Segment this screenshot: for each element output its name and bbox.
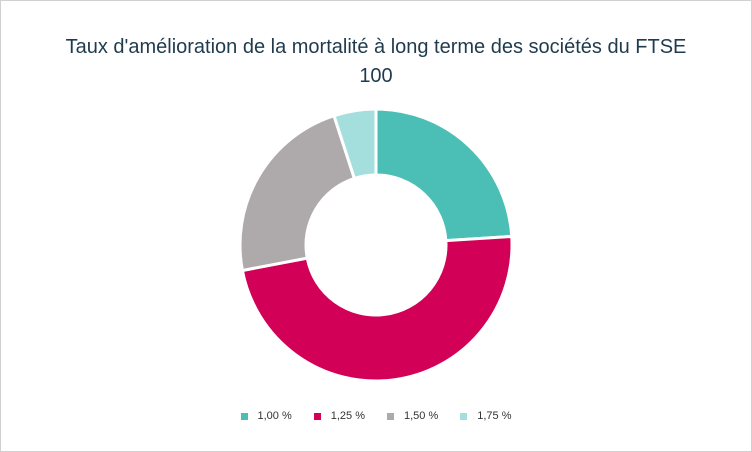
legend-item-1: 1,00 % <box>240 410 292 422</box>
donut-slice-3 <box>238 113 357 273</box>
legend-item-4: 1,75 % <box>460 410 512 422</box>
legend-swatch-3 <box>387 412 394 420</box>
chart-title: Taux d'amélioration de la mortalité à lo… <box>65 36 687 87</box>
donut-slice-2 <box>240 234 514 383</box>
donut-slice-4 <box>332 107 378 181</box>
donut-slice-1 <box>374 107 514 243</box>
legend-swatch-2 <box>313 412 321 420</box>
legend-label-4: 1,75 % <box>477 410 512 422</box>
legend-label-2: 1,25 % <box>330 410 365 422</box>
chart-legend: 1,00 % 1,25 % 1,50 % 1,75 % <box>0 410 752 422</box>
legend-label-3: 1,50 % <box>404 410 439 422</box>
legend-swatch-4 <box>460 412 468 420</box>
legend-swatch-1 <box>240 412 248 420</box>
legend-item-2: 1,25 % <box>313 410 365 422</box>
legend-item-3: 1,50 % <box>387 410 438 422</box>
legend-label-1: 1,00 % <box>257 410 292 422</box>
